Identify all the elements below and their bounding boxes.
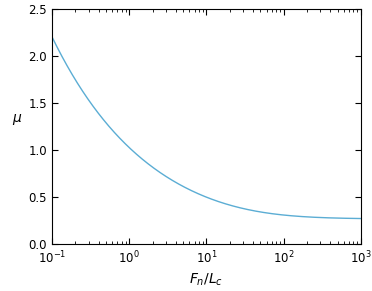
X-axis label: $F_n/L_c$: $F_n/L_c$	[189, 272, 224, 288]
Y-axis label: $\mu$: $\mu$	[12, 111, 23, 127]
